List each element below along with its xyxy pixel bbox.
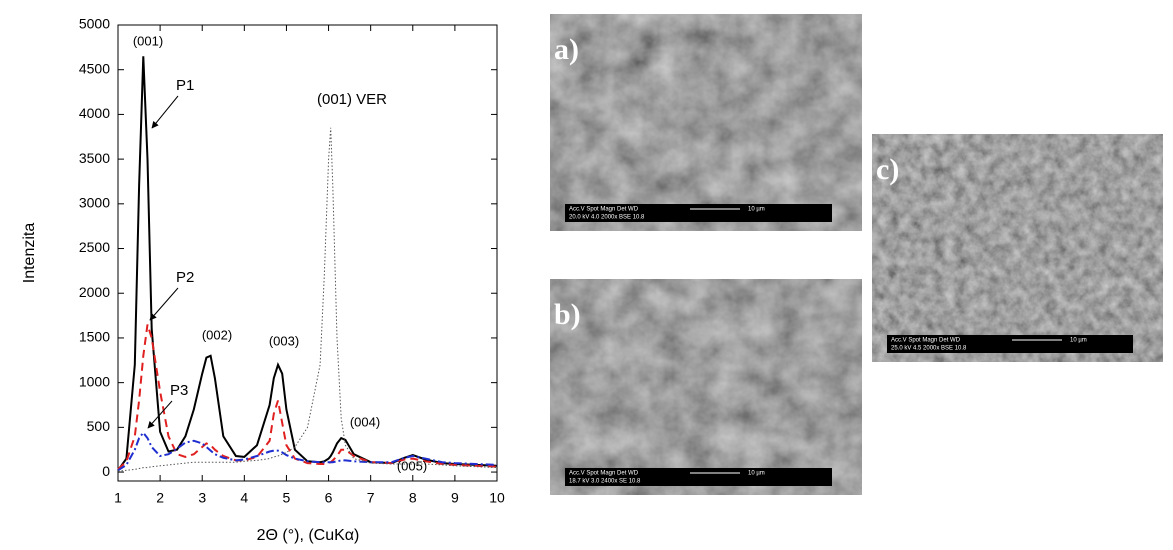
sem-shade xyxy=(550,279,862,495)
arrow xyxy=(147,400,173,429)
series-label: (001) VER xyxy=(317,91,387,108)
y-tick-label: 1500 xyxy=(79,329,110,345)
series-label: P1 xyxy=(176,77,194,94)
x-tick-label: 6 xyxy=(325,490,333,506)
sem-shade xyxy=(872,134,1163,362)
y-axis-label: Intenzita xyxy=(21,223,38,284)
sem-image xyxy=(550,279,862,495)
x-tick-label: 4 xyxy=(240,490,248,506)
info-bar xyxy=(565,204,832,222)
sem-image xyxy=(550,14,862,231)
panel-label: a) xyxy=(554,33,579,66)
x-tick-label: 1 xyxy=(114,490,122,506)
scale-text: 10 µm xyxy=(748,471,765,477)
series-line xyxy=(117,56,498,471)
sem-shade xyxy=(550,14,862,231)
series-line xyxy=(117,324,498,471)
y-tick-label: 2000 xyxy=(79,284,110,300)
sem-image xyxy=(872,134,1163,362)
info-text: Acc.V Spot Magn Det WD xyxy=(891,338,961,344)
x-tick-label: 7 xyxy=(367,490,375,506)
y-tick-label: 4500 xyxy=(79,60,110,76)
peak-label: (001) xyxy=(133,33,163,48)
y-tick-label: 4000 xyxy=(79,105,110,121)
x-tick-label: 3 xyxy=(198,490,206,506)
plot-frame xyxy=(117,24,498,482)
x-tick-label: 8 xyxy=(409,490,417,506)
info-bar xyxy=(887,335,1133,353)
x-tick-label: 9 xyxy=(451,490,459,506)
info-bar xyxy=(565,468,832,486)
info-text: Acc.V Spot Magn Det WD xyxy=(569,471,639,477)
scale-text: 10 µm xyxy=(1070,338,1087,344)
peak-label: (003) xyxy=(269,333,299,348)
y-tick-label: 3500 xyxy=(79,150,110,166)
y-tick-label: 5000 xyxy=(79,16,110,32)
peak-label: (004) xyxy=(350,414,380,429)
x-tick-label: 5 xyxy=(283,490,291,506)
arrow xyxy=(151,95,179,129)
x-tick-label: 2 xyxy=(156,490,164,506)
info-text: 25.0 kV 4.5 2000x BSE 10.8 xyxy=(891,346,967,352)
y-tick-label: 2500 xyxy=(79,239,110,255)
y-tick-label: 0 xyxy=(102,463,110,479)
series-label: P2 xyxy=(176,269,194,286)
info-text: Acc.V Spot Magn Det WD xyxy=(569,207,639,213)
y-tick-label: 3000 xyxy=(79,195,110,211)
series-line xyxy=(117,431,498,472)
info-text: 20.0 kV 4.0 2000x BSE 10.8 xyxy=(569,215,645,221)
y-tick-label: 1000 xyxy=(79,373,110,389)
panel-label: b) xyxy=(554,298,581,331)
series-line xyxy=(117,127,498,472)
scale-text: 10 µm xyxy=(748,207,765,213)
x-tick-label: 10 xyxy=(489,490,505,506)
y-tick-label: 500 xyxy=(87,418,111,434)
series-label: P3 xyxy=(170,382,188,399)
peak-label: (005) xyxy=(397,458,427,473)
x-axis-label: 2Θ (°), (CuKα) xyxy=(257,527,360,544)
arrow xyxy=(149,287,179,321)
info-text: 18.7 kV 3.0 2400x SE 10.8 xyxy=(569,479,641,485)
peak-label: (002) xyxy=(202,327,232,342)
panel-label: c) xyxy=(876,153,899,186)
